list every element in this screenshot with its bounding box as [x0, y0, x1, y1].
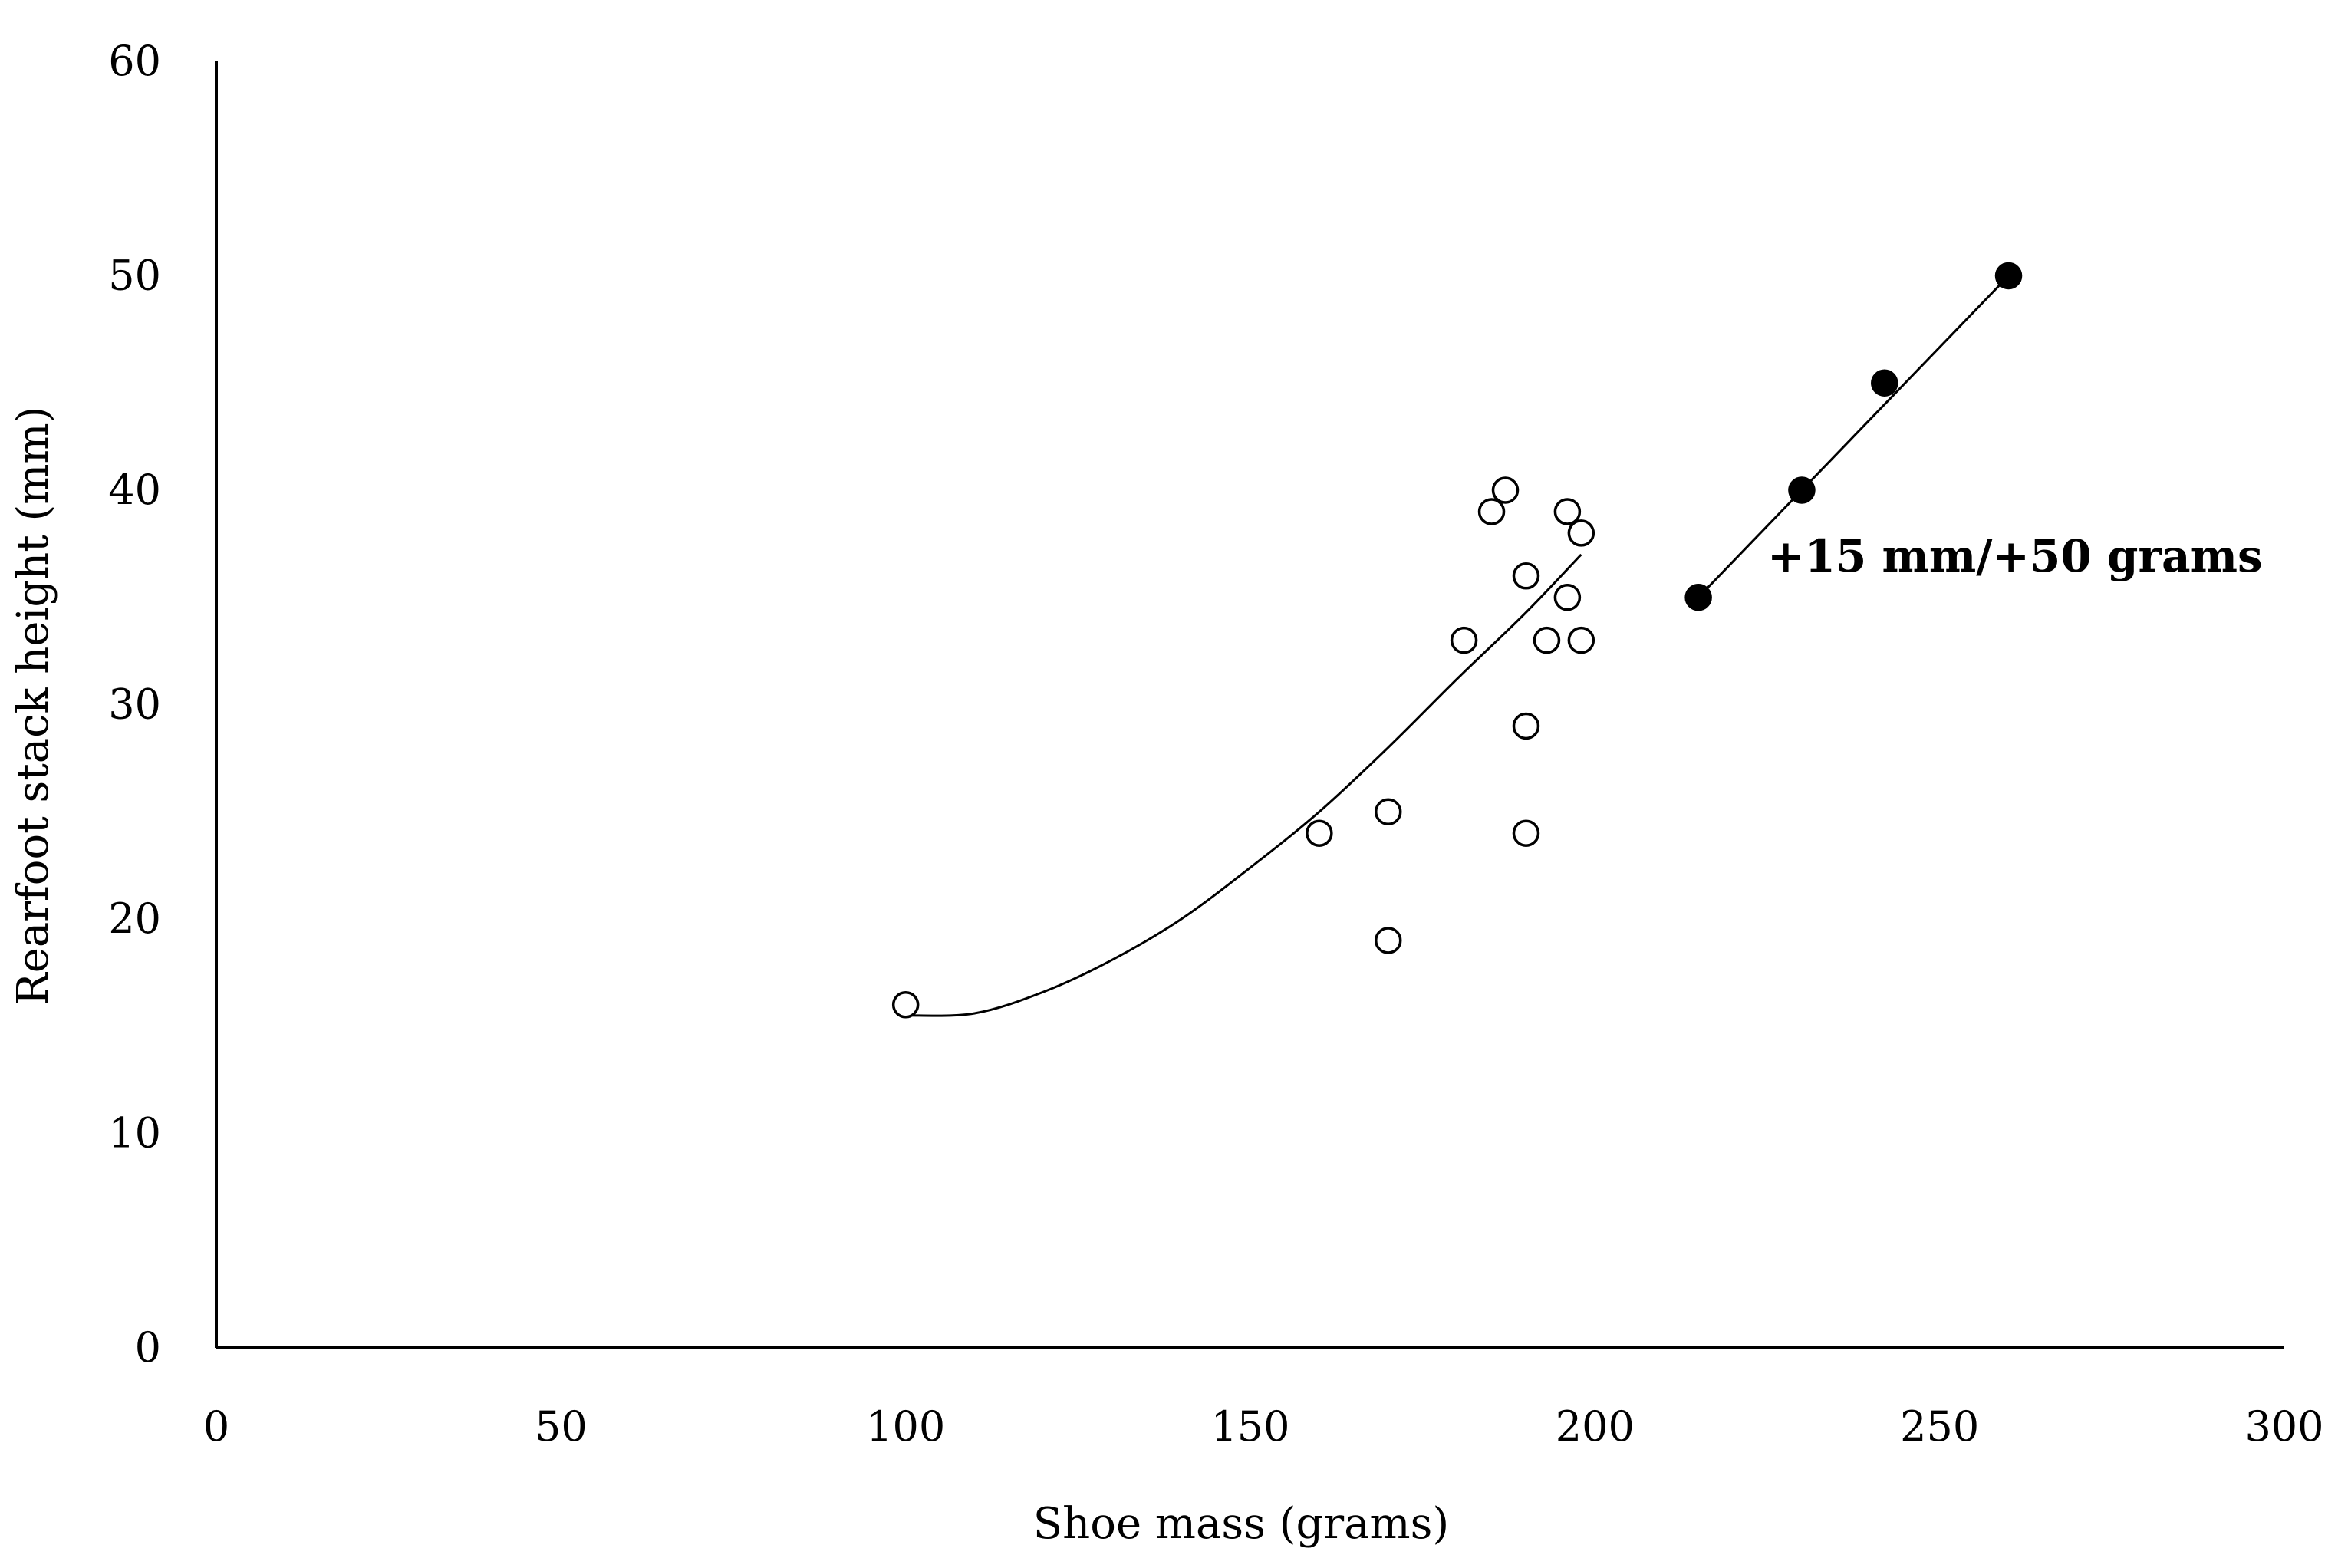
x-axis-title: Shoe mass (grams) — [1033, 1499, 1449, 1549]
y-tick-label: 0 — [135, 1323, 161, 1372]
y-tick-label: 60 — [108, 37, 161, 85]
open-data-point — [1567, 519, 1595, 547]
x-tick-label: 0 — [203, 1402, 229, 1451]
filled-data-point — [1788, 476, 1816, 504]
y-tick-label: 30 — [108, 680, 161, 729]
open-data-point — [1450, 626, 1478, 654]
open-data-point — [1491, 476, 1520, 504]
open-data-point — [1477, 498, 1506, 525]
open-data-point — [1553, 498, 1582, 525]
filled-data-point — [1994, 262, 2023, 290]
x-tick-label: 300 — [2244, 1402, 2323, 1451]
x-tick-label: 100 — [866, 1402, 945, 1451]
data-points — [891, 262, 2023, 1019]
filled-data-point — [1684, 584, 1712, 611]
open-data-point — [1374, 927, 1402, 954]
x-tick-label: 200 — [1556, 1402, 1635, 1451]
open-data-point — [1512, 819, 1540, 847]
y-tick-label: 40 — [108, 466, 161, 514]
y-axis-title: Rearfoot stack height (mm) — [8, 407, 58, 1006]
linear-trendline — [1698, 275, 2010, 598]
y-tick-label: 10 — [108, 1109, 161, 1158]
x-tick-label: 50 — [535, 1402, 588, 1451]
open-data-point — [1553, 584, 1582, 611]
open-data-point — [1374, 798, 1402, 825]
open-data-point — [1512, 562, 1540, 590]
y-tick-labels: 0 10 20 30 40 50 60 — [108, 37, 161, 1372]
annotations: +15 mm/+50 grams — [1767, 530, 2263, 582]
x-tick-label: 150 — [1210, 1402, 1289, 1451]
x-tick-labels: 0 50 100 150 200 250 300 — [203, 1402, 2324, 1451]
polynomial-trendline — [905, 553, 1582, 1017]
open-data-point — [1306, 819, 1333, 847]
plot-area: 0 10 20 30 40 50 60 0 50 100 150 200 250 300 +15 mm/… — [108, 37, 2323, 1451]
slope-annotation: +15 mm/+50 grams — [1767, 530, 2263, 582]
y-tick-label: 50 — [108, 252, 161, 300]
open-data-point — [1567, 626, 1595, 654]
trendlines — [905, 275, 2010, 1017]
open-data-point — [1512, 712, 1540, 740]
open-data-point — [891, 991, 920, 1019]
x-tick-label: 250 — [1900, 1402, 1979, 1451]
y-tick-label: 20 — [108, 894, 161, 943]
filled-data-point — [1871, 369, 1898, 397]
open-data-point — [1533, 626, 1561, 654]
